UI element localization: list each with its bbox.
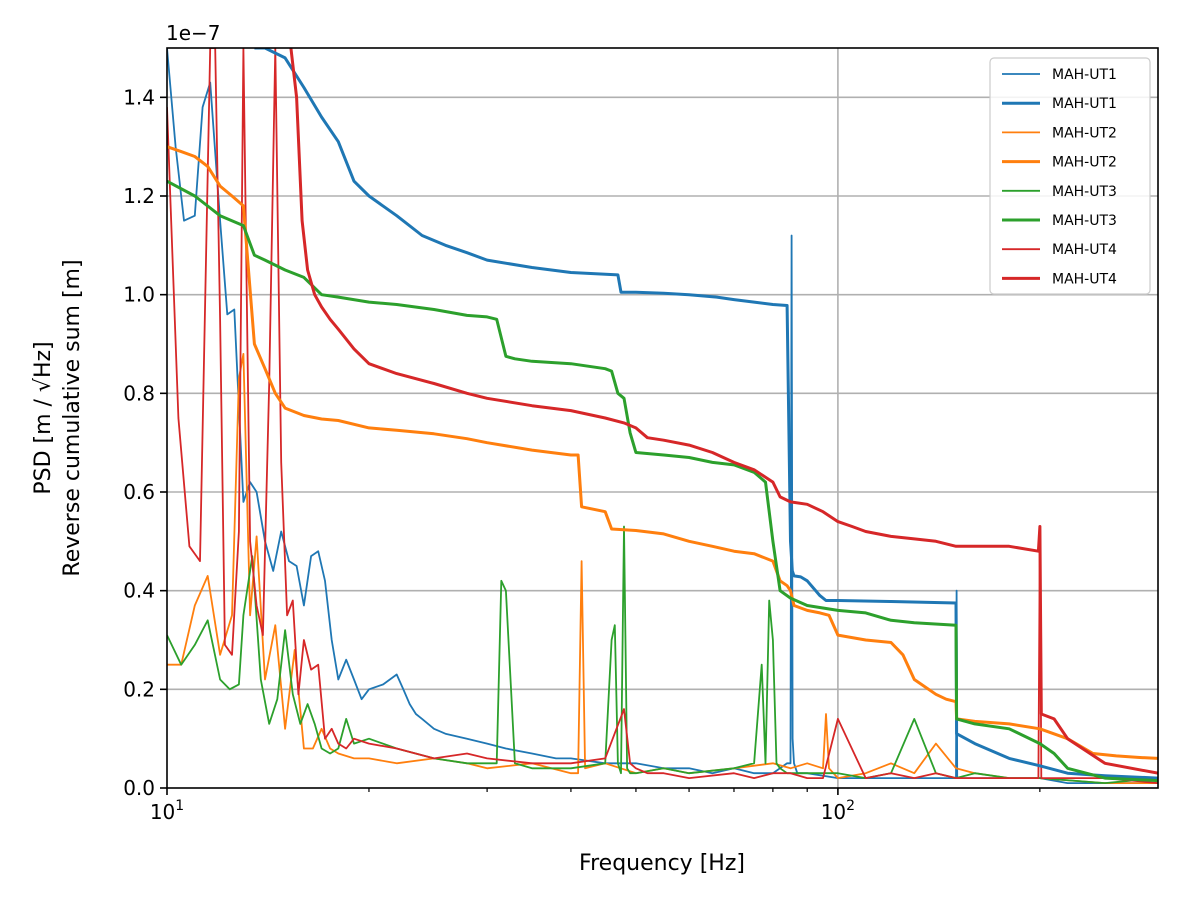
y-tick-label: 1.0 — [123, 283, 155, 307]
series-line-mah-ut4-cumsum — [289, 48, 1158, 775]
legend-frame — [989, 57, 1151, 295]
series-line-mah-ut3-cumsum — [167, 179, 1158, 783]
plot-frame — [166, 47, 1159, 789]
y-tick-label: 0.6 — [123, 480, 155, 504]
x-axis-label: Frequency [Hz] — [579, 851, 745, 876]
legend-label: MAH-UT2 — [1052, 125, 1117, 141]
y-axis-label-line1: PSD [m / √Hz] — [31, 341, 56, 494]
y-tick-label: 1.2 — [123, 184, 155, 208]
y-tick-label: 0.0 — [123, 776, 155, 800]
legend-label: MAH-UT4 — [1052, 242, 1117, 258]
legend-label: MAH-UT3 — [1052, 213, 1117, 229]
y-axis-label-line2: Reverse cumulative sum [m] — [60, 259, 85, 576]
legend-label: MAH-UT3 — [1052, 184, 1117, 200]
legend-label: MAH-UT1 — [1052, 67, 1117, 83]
series-line-mah-ut4-psd — [167, 48, 1158, 784]
series-line-mah-ut2-cumsum — [167, 145, 1158, 760]
x-axis-ticks: 101 102 — [150, 788, 1041, 824]
y-axis-ticks: 0.0 0.2 0.4 0.6 0.8 1.0 1.2 1.4 — [123, 85, 167, 800]
legend-label: MAH-UT4 — [1052, 271, 1117, 287]
legend-label: MAH-UT1 — [1052, 96, 1117, 112]
y-tick-label: 0.8 — [123, 381, 155, 405]
y-axis-label: PSD [m / √Hz] Reverse cumulative sum [m] — [31, 259, 85, 576]
series-line-mah-ut3-psd — [167, 525, 1158, 784]
legend: MAH-UT1 MAH-UT1 MAH-UT2 MAH-UT2 MAH-UT3 MAH-U… — [989, 57, 1151, 295]
y-tick-label: 1.4 — [123, 85, 155, 109]
y-tick-label: 0.4 — [123, 579, 155, 603]
series-lines — [167, 48, 1158, 784]
y-tick-label: 0.2 — [123, 677, 155, 701]
y-axis-multiplier: 1e−7 — [166, 21, 221, 45]
legend-label: MAH-UT2 — [1052, 155, 1117, 171]
